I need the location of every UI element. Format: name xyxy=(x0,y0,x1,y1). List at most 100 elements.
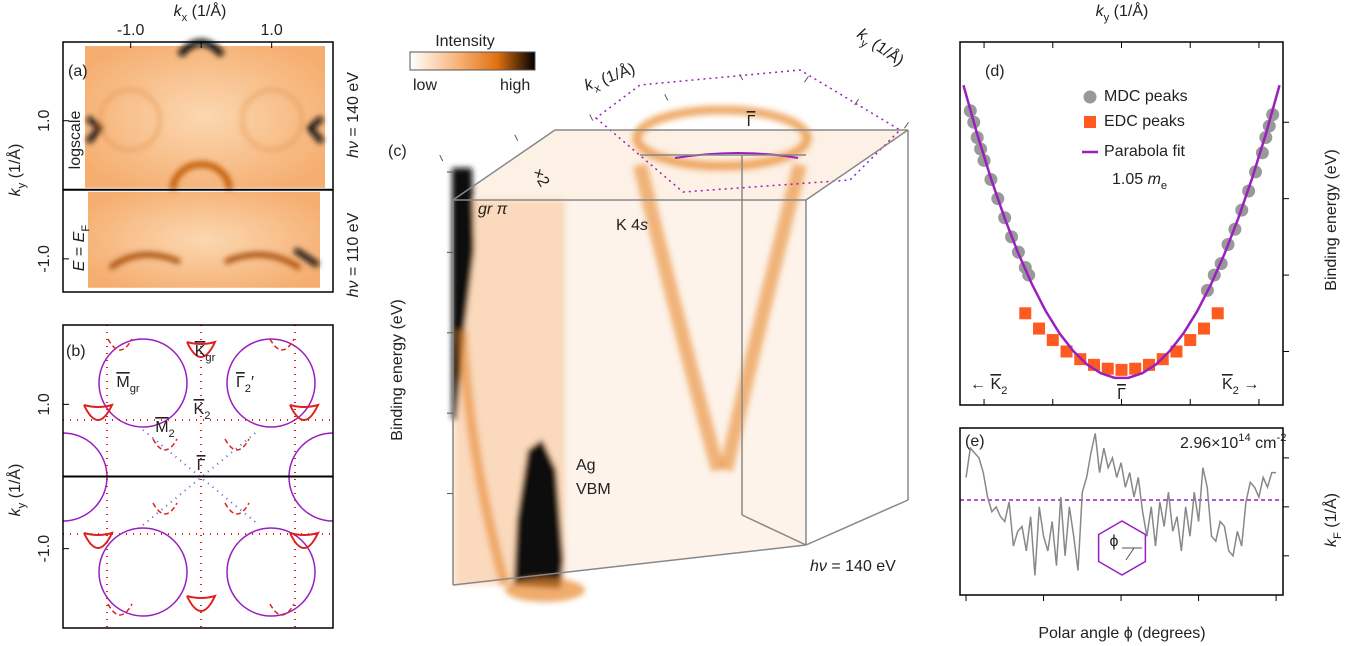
text-part: e xyxy=(1161,180,1167,192)
text-part: hν xyxy=(345,280,362,297)
text-part: 2.96×10 xyxy=(1180,435,1238,452)
triangle-contour xyxy=(224,502,250,515)
ky-tick xyxy=(854,98,859,106)
plot-area xyxy=(962,84,1281,380)
circle-contour xyxy=(226,527,316,617)
feature xyxy=(169,161,233,190)
parabola-arc xyxy=(674,152,799,159)
plot-frame xyxy=(62,41,334,293)
text-part: (1/Å) xyxy=(187,1,226,20)
annotation: Mgr xyxy=(116,374,140,395)
triangle-contour xyxy=(152,438,178,451)
text-part: EDC peaks xyxy=(1104,113,1185,130)
text-part: 2 xyxy=(1233,385,1239,397)
triangle-contour xyxy=(289,531,320,549)
k4s-ring xyxy=(632,105,812,171)
annotation: 2.96×1014 cm-2 xyxy=(1180,432,1286,452)
box-edge xyxy=(452,129,556,201)
text-part: hν xyxy=(810,558,827,575)
intensity-map xyxy=(88,191,320,288)
text-part: K xyxy=(1222,376,1233,393)
edc-point xyxy=(1170,345,1183,358)
text-part: ϕ xyxy=(1110,533,1119,550)
gr-pi-band xyxy=(452,168,474,420)
circle-contour xyxy=(98,338,188,428)
text-part: ×2 xyxy=(528,166,552,190)
edc-point xyxy=(1115,363,1128,376)
annotation: K2 → xyxy=(1222,376,1259,397)
feature xyxy=(305,115,325,144)
text-part: m xyxy=(1148,171,1161,188)
x-tick-label: -1.0 xyxy=(117,22,145,39)
text-part: -1.0 xyxy=(36,535,53,563)
annotation: hν = 140 eV xyxy=(810,558,896,575)
kx-axis-label: kx (1/Å) xyxy=(582,59,639,98)
feature xyxy=(240,88,304,152)
ky-tick xyxy=(904,121,909,129)
text-part: Parabola fit xyxy=(1104,143,1185,160)
text-part: high xyxy=(500,77,530,94)
kx-tick xyxy=(514,134,519,142)
text-part: -1.0 xyxy=(36,245,53,273)
text-part: y xyxy=(16,182,28,188)
annotation: ϕ xyxy=(1110,533,1119,550)
text-part: 2 xyxy=(204,410,210,422)
colorbar xyxy=(409,51,536,71)
y-axis-label: ky (1/Å) xyxy=(5,144,28,197)
annotation: logscale xyxy=(67,111,84,170)
annotation: K2 xyxy=(194,401,211,422)
text-part: k xyxy=(174,3,183,20)
annotation: Γ xyxy=(1117,386,1126,403)
annotation: Γ xyxy=(197,457,206,474)
annotation: 1.05 me xyxy=(1112,171,1167,192)
edc-point xyxy=(1046,334,1059,347)
feature xyxy=(98,88,162,152)
edc-point xyxy=(1184,334,1197,347)
triangle-contour xyxy=(152,502,178,515)
triangle-contour xyxy=(186,340,217,358)
text-part: y xyxy=(858,37,870,50)
text-part: k xyxy=(1096,3,1105,20)
legend-label: EDC peaks xyxy=(1104,113,1185,130)
gr-pi-tail xyxy=(457,329,510,587)
text-part: hν xyxy=(345,141,362,158)
edc-point xyxy=(1197,322,1210,335)
circle-contour xyxy=(226,338,316,428)
text-part: low xyxy=(413,77,437,94)
annotation: hν = 140 eV xyxy=(345,72,362,158)
text-part: Γ xyxy=(197,457,206,474)
text-part: -2 xyxy=(1277,432,1287,444)
text-part: -1.0 xyxy=(117,22,145,39)
text-part: K xyxy=(194,401,205,418)
text-part: VBM xyxy=(576,481,611,498)
text-part: (e) xyxy=(965,433,985,450)
colorbar-label: high xyxy=(500,77,530,94)
annotation: Γ2′ xyxy=(236,374,254,395)
text-part: 2 xyxy=(245,383,251,395)
legend-label: Parabola fit xyxy=(1104,143,1185,160)
triangle-contour xyxy=(224,438,250,451)
text-part: gr xyxy=(130,383,140,395)
dotted-line xyxy=(142,429,260,526)
legend-marker xyxy=(1083,90,1097,104)
text-part: (1/Å) xyxy=(594,59,637,90)
text-part: x xyxy=(593,82,603,95)
feature xyxy=(293,247,320,268)
text-part: (b) xyxy=(66,343,86,360)
panel-label: (c) xyxy=(388,143,407,160)
annotation: Kgr xyxy=(195,343,216,364)
annotation: Ag xyxy=(576,457,596,474)
text-part: cm xyxy=(1251,435,1277,452)
text-part: F xyxy=(1332,532,1344,539)
text-part: E xyxy=(71,260,88,271)
text-part: = 140 eV xyxy=(345,72,362,141)
circle-contour xyxy=(98,527,188,617)
panel-label: (d) xyxy=(985,63,1005,80)
text-part: 1.05 xyxy=(1112,171,1148,188)
kx-tick xyxy=(739,73,744,81)
text-part: logscale xyxy=(67,111,84,170)
triangle-contour xyxy=(107,603,133,616)
triangle-contour xyxy=(83,403,114,421)
kx-tick xyxy=(589,114,594,121)
